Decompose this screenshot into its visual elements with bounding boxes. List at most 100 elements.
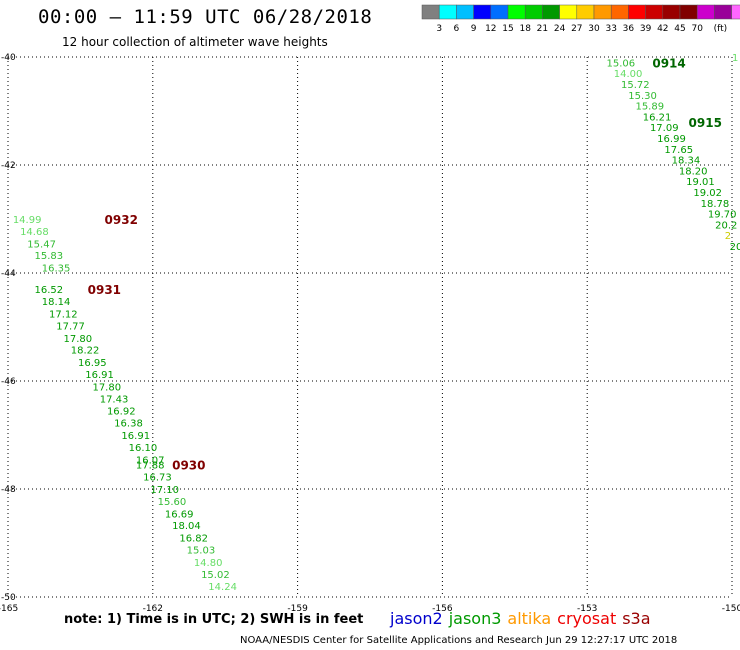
wave-height-value: 14.00 [614,69,643,80]
wave-height-value: 16.95 [78,358,107,369]
satellite-legend: jason2 jason3 altika cryosat s3a [390,609,657,628]
wave-height-value: 16.73 [143,473,172,484]
wave-height-value: 16.82 [179,534,208,545]
colorbar-label: 21 [537,24,548,34]
wave-height-value: 15.47 [27,239,56,250]
wave-height-value: 16.38 [114,419,143,430]
wave-height-value: 18.78 [701,199,730,210]
wave-height-value: 14.80 [194,558,223,569]
wave-height-value: 14.68 [20,227,49,238]
wave-height-value: 16.69 [165,509,194,520]
wave-height-value: 1 [732,53,738,64]
satellite-legend-item: jason3 [448,609,502,628]
wave-height-value: 16.07 [136,455,165,466]
wave-height-value: 16.91 [85,370,114,381]
wave-height-value: 18.20 [679,166,708,177]
wave-height-value: 20.2 [715,220,737,231]
x-tick-label: -162 [143,604,163,614]
color-scale-legend: 3 6 9 12 15 18 21 24 27 30 33 36 39 42 45 70 (ft) [421,4,740,34]
page-subtitle: 12 hour collection of altimeter wave hei… [62,35,328,49]
wave-height-value: 15.89 [635,102,664,113]
pass-time-label: 0931 [88,283,121,297]
pass-0915: 17.0916.9917.6518.3418.2019.0119.0218.78… [650,116,740,253]
colorbar-label: 6 [454,24,460,34]
wave-height-value: 19.02 [693,188,722,199]
wave-height-value: 16.92 [107,407,136,418]
wave-height-value: 15.83 [35,251,64,262]
wave-height-value: 15.03 [187,545,216,556]
x-tick-label: -159 [287,604,308,614]
colorbar-label: 33 [605,24,616,34]
pass-time-label: 0915 [689,116,722,130]
pass-time-label: 0914 [652,56,685,70]
satellite-legend-item: altika [507,609,552,628]
colorbar-label: 9 [471,24,477,34]
page-title: 00:00 – 11:59 UTC 06/28/2018 [38,6,373,28]
colorbar-label: 27 [571,24,582,34]
pass-time-label: 0930 [172,459,205,473]
wave-height-value: 17.65 [664,145,693,156]
wave-height-value: 15.72 [621,80,650,91]
wave-height-value: 17.09 [650,123,679,134]
wave-height-value: 16.10 [129,443,158,454]
wave-height-value: 17.12 [49,310,78,321]
wave-height-value: 18.22 [71,346,100,357]
x-tick-label: -153 [577,604,597,614]
colorbar-label: 45 [674,24,685,34]
y-tick-label: -50 [1,593,16,603]
wave-height-value: 14.99 [13,215,42,226]
colorbar-label: 42 [657,24,668,34]
wave-height-value: 15.30 [628,91,657,102]
wave-height-value: 15.02 [201,570,230,581]
colorbar-label: 18 [519,24,531,34]
wave-height-value: 19.01 [686,177,715,188]
y-tick-label: -46 [1,377,16,387]
wave-height-value: 20 [730,242,740,253]
colorbar-label: 39 [640,24,652,34]
satellite-legend-item: jason2 [390,609,443,628]
wave-height-value: 18.34 [672,156,701,167]
wave-height-value: 15.06 [607,58,636,69]
colorbar-label: 15 [502,24,513,34]
colorbar-label: 3 [436,24,442,34]
y-tick-label: -42 [1,161,16,171]
colorbar-label: (ft) [714,24,728,34]
x-tick-label: -150 [722,604,740,614]
colorbar-label: 24 [554,24,566,34]
wave-height-value: 16.52 [35,285,64,296]
satellite-legend-item: s3a [622,609,651,628]
colorbar-label: 36 [623,24,635,34]
y-tick-label: -44 [1,269,16,279]
y-tick-label: -40 [1,53,16,63]
satellite-legend-item: cryosat [557,609,617,628]
wave-height-value: 15.60 [158,497,187,508]
x-tick-label: -156 [432,604,453,614]
wave-height-value: 16.91 [121,431,150,442]
wave-height-value: 17.88 [136,461,165,472]
wave-height-value: 17.80 [64,334,93,345]
wave-height-value: 17.43 [100,394,129,405]
colorbar-label: 12 [485,24,496,34]
y-tick-label: -48 [1,485,16,495]
wave-height-value: 19.70 [708,210,737,221]
wave-height-value: 18.14 [42,297,71,308]
wave-height-value: 14.24 [208,582,237,593]
footer-note: note: 1) Time is in UTC; 2) SWH is in fe… [64,612,364,627]
colorbar-label: 70 [691,24,703,34]
wave-height-value: 18.04 [172,521,201,532]
pass-time-label: 0932 [105,213,138,227]
pass-0931: 16.5218.1417.1217.7717.8018.2216.9516.91… [35,283,165,466]
wave-height-value: 16.35 [42,264,71,275]
x-tick-label: -165 [0,604,18,614]
wave-height-value: 16.99 [657,134,686,145]
colorbar-label: 30 [588,24,600,34]
wave-height-value: 16.21 [643,112,672,123]
wave-height-value: 2 [725,231,731,242]
colorbar-swatch [731,4,740,20]
wave-height-value: 17.80 [92,382,121,393]
wave-height-value: 17.10 [150,485,179,496]
